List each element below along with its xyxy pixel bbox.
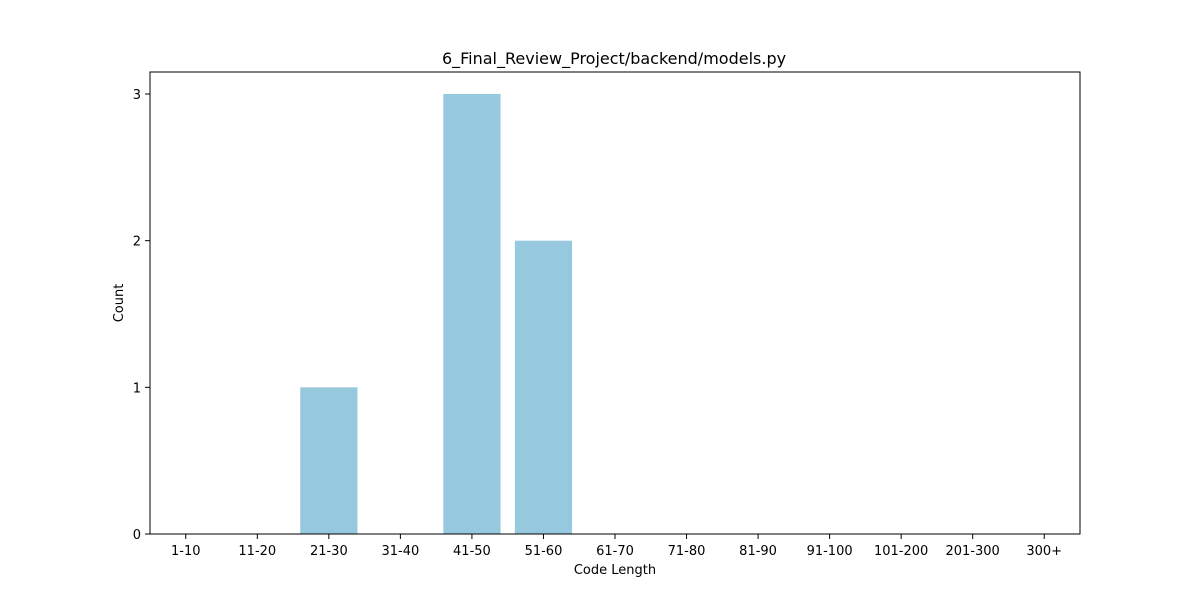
y-tick-label: 2 [133, 235, 141, 250]
x-tick-label: 71-80 [668, 544, 706, 559]
bar-51-60 [514, 240, 573, 534]
x-tick-label: 91-100 [807, 544, 853, 559]
x-axis-label: Code Length [574, 563, 656, 578]
x-tick-label: 81-90 [739, 544, 777, 559]
x-tick-label: 41-50 [453, 544, 491, 559]
y-tick-label: 1 [133, 381, 141, 396]
x-tick-label: 31-40 [381, 544, 419, 559]
x-tick-label: 300+ [1026, 544, 1062, 559]
x-tick-label: 51-60 [525, 544, 563, 559]
x-tick-label: 21-30 [310, 544, 348, 559]
x-axis: 1-10 11-20 21-30 31-40 41-50 51-60 61-70 71-80 8… [171, 534, 1062, 559]
x-tick-label: 11-20 [238, 544, 276, 559]
x-tick-label: 101-200 [874, 544, 928, 559]
x-tick-label: 201-300 [946, 544, 1000, 559]
plot-frame [149, 71, 1081, 535]
y-tick-label: 3 [133, 88, 141, 103]
bar-21-30 [300, 387, 358, 534]
bar-41-50 [443, 94, 501, 534]
x-tick-label: 61-70 [596, 544, 634, 559]
y-tick-label: 0 [133, 528, 141, 543]
y-axis: 0 1 2 3 [133, 88, 150, 543]
chart-title: 6_Final_Review_Project/backend/models.py [442, 49, 786, 69]
bars-group [300, 94, 573, 534]
y-axis-label: Count [112, 284, 127, 323]
x-tick-label: 1-10 [171, 544, 201, 559]
